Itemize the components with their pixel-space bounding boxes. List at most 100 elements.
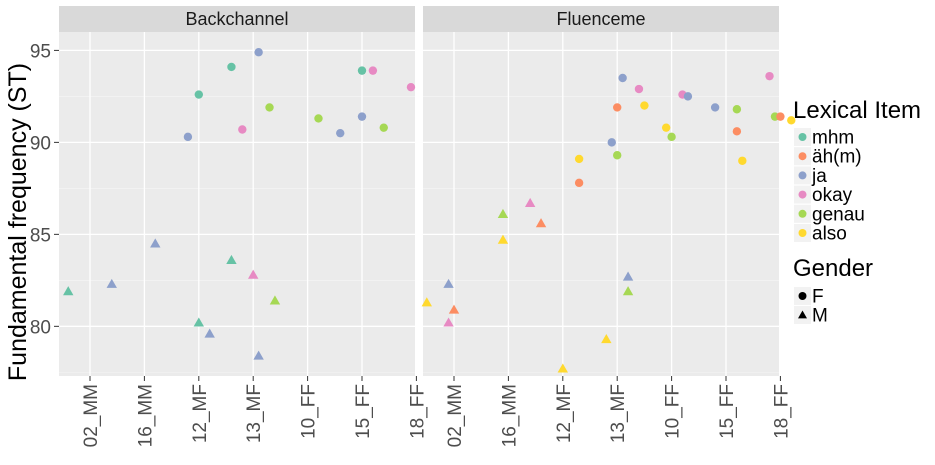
legend-key-F [798,292,807,300]
x-tick-label: 12_MF [554,384,575,443]
chart-panels: 80 85 90 95 Backchannel 02_MM 16_MM 12_MF 13_MF 1… [30,6,796,447]
plot-background [423,32,779,376]
data-point-ja-m [443,278,454,288]
data-point-äh(m)-f [776,112,785,121]
legend-key-also [798,229,807,237]
x-tick-label: 12_MF [190,384,211,443]
x-tick-label: 10_FF [299,384,320,439]
data-point-äh(m)-f [574,178,584,188]
data-point-okay-f [238,125,247,134]
legend-key-genau [798,209,807,218]
legend-label-okay: okay [812,185,853,206]
x-tick-label: 13_MF [608,384,629,443]
data-point-ja-f [183,132,193,142]
legend-label-F: F [812,287,824,308]
x-tick-label: 16_MM [135,384,156,447]
x-tick-label: 15_FF [717,384,738,439]
data-point-ja-f [710,103,720,112]
panel-fluenceme: Fluenceme 02_MM 16_MM 12_MF 13_MF 10_FF 15_FF 1… [421,6,796,447]
data-point-mhm-m [226,254,237,265]
data-point-genau-m [622,286,634,296]
data-point-genau-f [379,123,388,132]
x-tick-label: 16_MM [499,384,520,447]
data-point-ja-m [150,238,161,248]
legend-title-lexical: Lexical Item [793,97,921,124]
y-tick-label: 80 [30,317,51,338]
legend-label-ja: ja [811,166,827,187]
data-point-genau-m [497,208,509,219]
data-point-äh(m)-f [732,127,742,136]
facet-title: Backchannel [185,9,288,29]
legend-key-okay [798,190,807,199]
data-point-ja-m [204,328,215,338]
data-point-äh(m)-f [613,103,622,112]
data-point-äh(m)-m [448,304,460,314]
data-point-ja-f [618,73,627,83]
data-point-genau-f [314,114,323,123]
data-point-ja-m [106,278,117,288]
legend-label-genau: genau [812,204,865,225]
data-point-ja-f [683,92,693,101]
data-point-mhm-m [63,286,74,296]
data-point-okay-f [634,84,644,94]
data-point-okay-f [406,82,416,92]
panel-backchannel: Backchannel 02_MM 16_MM 12_MF 13_MF 10_FF 15_F… [59,6,443,447]
data-point-also-m [497,234,509,244]
data-point-also-f [574,154,584,164]
data-point-mhm-m [193,317,204,327]
data-point-also-m [601,334,612,344]
data-point-mhm-f [227,62,236,72]
data-point-mhm-f [194,90,203,99]
x-tick-label: 10_FF [663,384,684,439]
legend-label-M: M [812,306,828,327]
y-axis-label: Fundamental frequency (ST) [4,63,32,381]
data-point-genau-f [667,132,676,142]
data-point-also-f [661,123,671,132]
plot-background [59,32,415,376]
data-point-okay-m [443,317,454,327]
data-point-genau-f [265,103,274,112]
data-point-also-m [557,363,568,373]
y-tick-label: 90 [30,133,51,154]
legend-key-ja [798,171,807,180]
facet-strip [423,6,779,32]
x-tick-label: 15_FF [353,384,374,439]
x-tick-label: 18_FF [407,384,428,439]
legend-title-gender: Gender [793,255,873,282]
data-point-ja-f [607,138,616,147]
legend-label-äh(m): äh(m) [812,147,862,168]
data-point-ja-f [254,48,263,57]
data-point-also-m [421,297,432,307]
x-tick-label: 13_MF [244,384,265,443]
data-point-ja-f [336,128,345,138]
legend-label-mhm: mhm [812,128,854,149]
legend-key-äh(m) [798,152,807,161]
data-point-äh(m)-m [535,218,547,228]
data-point-genau-f [613,151,622,160]
data-point-okay-m [524,197,536,207]
x-tick-label: 02_MM [445,384,466,447]
data-point-ja-m [622,271,634,281]
legend-key-M [798,310,807,319]
facet-title: Fluenceme [556,9,645,29]
data-point-also-f [738,156,747,165]
data-point-genau-f [732,105,742,114]
legend-key-mhm [798,133,807,141]
data-point-ja-m [253,350,264,360]
x-tick-label: 18_FF [771,384,792,439]
data-point-okay-f [765,71,774,81]
data-point-okay-m [248,269,259,279]
data-point-also-f [640,101,649,110]
data-point-also-f [787,116,796,125]
facet-strip [59,6,415,32]
y-tick-label: 85 [30,225,51,246]
x-tick-label: 02_MM [81,384,102,447]
legend-label-also: also [812,224,847,245]
y-tick-label: 95 [30,41,51,62]
data-point-okay-f [368,66,378,75]
data-point-genau-m [269,295,281,305]
data-point-mhm-f [357,66,367,75]
data-point-ja-f [357,112,367,121]
